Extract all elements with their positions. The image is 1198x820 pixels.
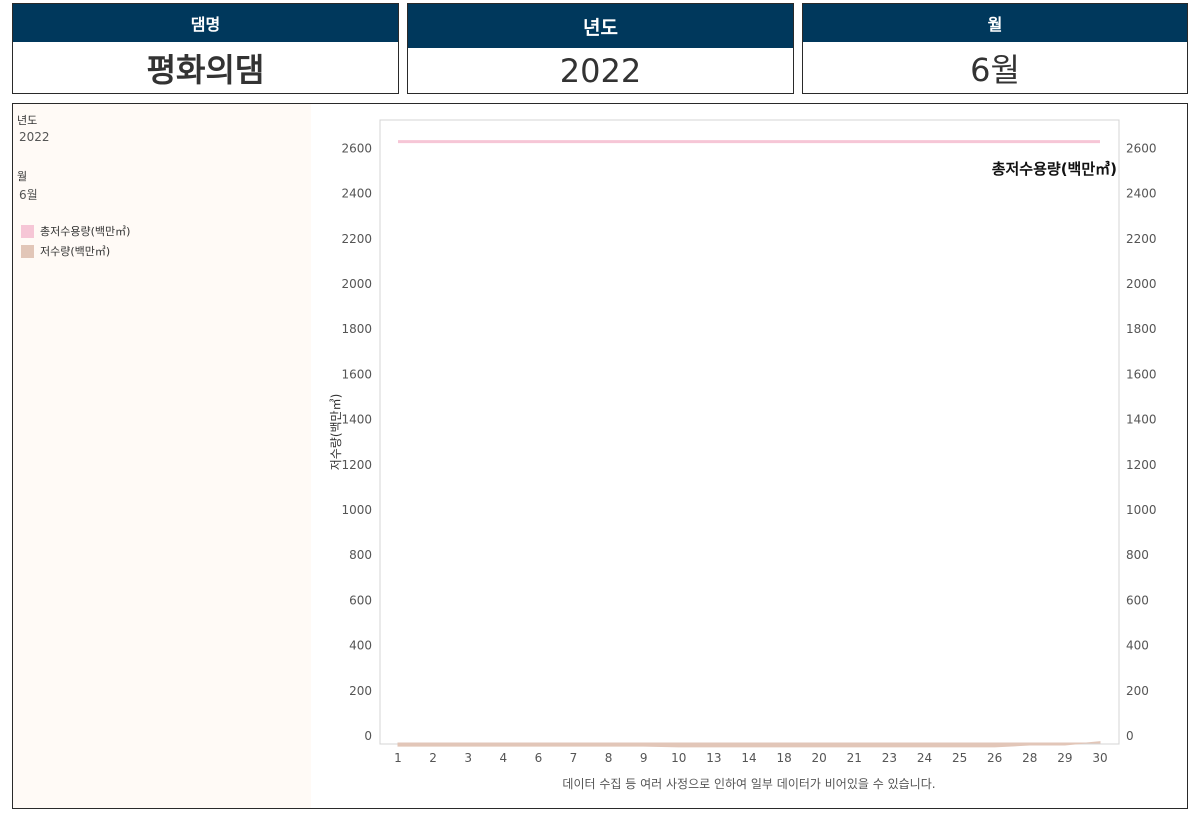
y-tick-right: 0 — [1126, 729, 1134, 743]
x-tick: 7 — [570, 751, 578, 765]
month-card-header: 월 — [803, 4, 1187, 42]
chart-panel: 년도 2022 월 6월 총저수용량(백만㎥) 저수량(백만㎥) 0 0 200 20… — [12, 103, 1188, 809]
x-tick: 21 — [847, 751, 862, 765]
month-filter-label: 월 — [17, 170, 28, 183]
x-tick: 23 — [882, 751, 897, 765]
x-tick: 9 — [640, 751, 648, 765]
y-tick-right: 1600 — [1126, 367, 1157, 381]
x-tick: 28 — [1022, 751, 1037, 765]
dam-card: 댐명 평화의댐 — [12, 3, 399, 94]
legend-swatch-storage — [21, 244, 34, 258]
y-tick-right: 1000 — [1126, 503, 1157, 517]
y-tick-right: 2400 — [1126, 187, 1157, 201]
dam-card-value: 평화의댐 — [146, 51, 265, 89]
y-tick-left: 200 — [349, 684, 372, 698]
x-tick: 26 — [987, 751, 1002, 765]
series-area-storage — [397, 741, 1101, 748]
x-tick: 8 — [605, 751, 613, 765]
y-tick-right: 800 — [1126, 548, 1149, 562]
footnote: 데이터 수집 등 여러 사정으로 인하여 일부 데이터가 비어있을 수 있습니다… — [562, 777, 935, 791]
dam-card-header: 댐명 — [13, 4, 398, 42]
x-tick: 13 — [706, 751, 721, 765]
year-card-header: 년도 — [408, 4, 793, 48]
x-tick: 6 — [535, 751, 543, 765]
month-filter-value[interactable]: 6월 — [19, 188, 38, 202]
y-tick-left: 2400 — [341, 187, 372, 201]
capacity-line-label: 총저수용량(백만㎥) — [992, 160, 1117, 178]
y-tick-left: 600 — [349, 593, 372, 607]
year-card-value: 2022 — [559, 52, 642, 90]
x-tick: 10 — [671, 751, 686, 765]
filter-sidebar: 년도 2022 월 6월 총저수용량(백만㎥) 저수량(백만㎥) — [13, 104, 311, 808]
month-card: 월 6월 — [802, 3, 1188, 94]
y-tick-left: 400 — [349, 639, 372, 653]
y-tick-right: 1400 — [1126, 413, 1157, 427]
plot-area — [379, 119, 1120, 745]
y-tick-left: 2000 — [341, 277, 372, 291]
y-tick-right: 1800 — [1126, 322, 1157, 336]
legend-item-storage[interactable]: 저수량(백만㎥) — [21, 243, 110, 259]
y-tick-left: 1000 — [341, 503, 372, 517]
legend-item-capacity[interactable]: 총저수용량(백만㎥) — [21, 223, 130, 239]
year-filter-value[interactable]: 2022 — [19, 130, 50, 144]
month-card-value: 6월 — [970, 51, 1020, 89]
y-tick-left: 0 — [364, 729, 372, 743]
x-tick: 25 — [952, 751, 967, 765]
x-tick: 14 — [741, 751, 756, 765]
x-tick: 18 — [776, 751, 791, 765]
x-tick: 3 — [464, 751, 472, 765]
legend-label-capacity: 총저수용량(백만㎥) — [40, 225, 131, 238]
y-tick-right: 400 — [1126, 639, 1149, 653]
x-tick: 4 — [499, 751, 507, 765]
y-axis-label: 저수량(백만㎥) — [329, 394, 343, 471]
year-filter-label: 년도 — [17, 114, 38, 127]
x-tick: 1 — [394, 751, 402, 765]
y-tick-left: 1800 — [341, 322, 372, 336]
y-tick-left: 1200 — [341, 458, 372, 472]
y-tick-right: 2200 — [1126, 232, 1157, 246]
x-tick: 29 — [1057, 751, 1072, 765]
legend-swatch-capacity — [21, 224, 34, 238]
x-tick: 24 — [917, 751, 932, 765]
y-tick-left: 800 — [349, 548, 372, 562]
y-tick-right: 2000 — [1126, 277, 1157, 291]
x-tick: 2 — [429, 751, 437, 765]
legend-label-storage: 저수량(백만㎥) — [40, 245, 111, 258]
year-card: 년도 2022 — [407, 3, 794, 94]
y-tick-left: 1400 — [341, 413, 372, 427]
y-tick-right: 1200 — [1126, 458, 1157, 472]
y-tick-left: 2600 — [341, 141, 372, 155]
y-tick-left: 2200 — [341, 232, 372, 246]
x-tick: 30 — [1092, 751, 1107, 765]
y-tick-left: 1600 — [341, 367, 372, 381]
y-tick-right: 2600 — [1126, 141, 1157, 155]
y-tick-right: 200 — [1126, 684, 1149, 698]
y-tick-right: 600 — [1126, 593, 1149, 607]
x-tick: 20 — [812, 751, 827, 765]
